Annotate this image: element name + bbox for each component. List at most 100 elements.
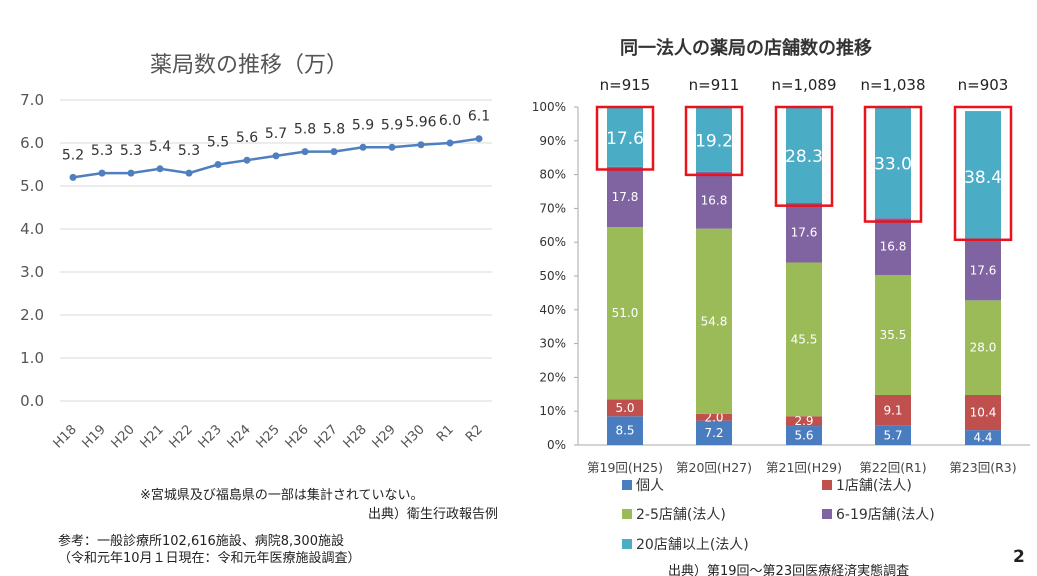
data-label: 6.1 xyxy=(468,109,490,125)
y-tick-label: 5.0 xyxy=(20,177,44,195)
y-tick-label: 2.0 xyxy=(20,306,44,324)
x-tick-label: H26 xyxy=(283,422,312,451)
reference-line-2: （令和元年10月１日現在：令和元年医療施設調査） xyxy=(58,551,361,566)
bar-value-label: 8.5 xyxy=(615,424,634,438)
bar-value-label: 17.6 xyxy=(606,129,644,149)
bar-segment xyxy=(696,228,732,414)
x-tick-label: 第19回(H25) xyxy=(587,460,663,475)
data-point xyxy=(272,152,280,160)
bar-value-label: 17.6 xyxy=(970,264,997,278)
bar-segment xyxy=(965,430,1001,445)
bar-value-label: 19.2 xyxy=(695,131,733,151)
legend-label: 1店舗(法人) xyxy=(836,478,912,494)
data-point xyxy=(243,156,251,164)
n-label: n=903 xyxy=(958,76,1009,94)
legend-label: 6-19店舗(法人) xyxy=(836,507,935,523)
n-label: n=1,089 xyxy=(771,76,836,94)
bar-value-label: 45.5 xyxy=(791,332,818,346)
legend-swatch xyxy=(622,480,632,490)
bar-value-label: 38.4 xyxy=(964,168,1002,188)
bar-segment xyxy=(965,240,1001,301)
y-tick-label: 100% xyxy=(532,100,566,114)
data-point xyxy=(330,148,338,156)
bar-segment xyxy=(875,106,911,219)
highlight-box xyxy=(774,105,834,207)
bar-value-label: 33.0 xyxy=(874,154,912,174)
n-label: n=915 xyxy=(600,76,651,94)
x-tick-label: H25 xyxy=(254,422,283,451)
n-label: n=911 xyxy=(689,76,740,94)
data-label: 5.7 xyxy=(265,126,287,142)
left-source: 出典）衛生行政報告例 xyxy=(368,507,499,522)
legend-swatch xyxy=(822,509,832,519)
data-label: 5.4 xyxy=(149,139,171,155)
bar-segment xyxy=(786,107,822,203)
data-point xyxy=(446,139,454,147)
y-tick-label: 50% xyxy=(539,269,566,283)
x-tick-label: H30 xyxy=(399,422,428,451)
data-point xyxy=(359,143,367,151)
data-label: 5.2 xyxy=(62,147,84,163)
bar-segment xyxy=(786,202,822,263)
bar-value-label: 4.4 xyxy=(973,431,992,445)
legend-swatch xyxy=(622,539,632,549)
data-label: 5.5 xyxy=(207,135,229,151)
data-label: 5.6 xyxy=(236,130,258,146)
highlight-box xyxy=(863,105,923,223)
bar-value-label: 28.0 xyxy=(970,341,997,355)
data-point xyxy=(185,169,193,177)
bar-value-label: 35.5 xyxy=(880,328,907,342)
bar-value-label: 17.8 xyxy=(612,190,639,204)
bar-value-label: 17.6 xyxy=(791,226,818,240)
data-label: 5.96 xyxy=(405,115,436,131)
data-label: 5.3 xyxy=(120,143,142,159)
bar-segment xyxy=(875,218,911,275)
bar-value-label: 28.3 xyxy=(785,147,823,167)
data-label: 5.8 xyxy=(294,122,316,138)
bar-segment xyxy=(696,171,732,229)
y-tick-label: 20% xyxy=(539,370,566,384)
data-label: 5.8 xyxy=(323,122,345,138)
y-tick-label: 4.0 xyxy=(20,220,44,238)
page-number: 2 xyxy=(1013,547,1025,567)
line-chart-title: 薬局数の推移（万） xyxy=(150,53,349,78)
bar-value-label: 7.2 xyxy=(704,426,723,440)
left-note: ※宮城県及び福島県の一部は集計されていない。 xyxy=(140,488,424,503)
bar-segment xyxy=(607,107,643,167)
bar-segment xyxy=(696,413,732,421)
legend-label: 個人 xyxy=(636,478,664,494)
x-tick-label: R2 xyxy=(463,422,486,445)
data-point xyxy=(301,148,309,156)
x-tick-label: R1 xyxy=(434,422,457,445)
y-tick-label: 60% xyxy=(539,235,566,249)
x-tick-label: 第21回(H29) xyxy=(766,460,842,475)
x-tick-label: H19 xyxy=(80,422,109,451)
data-point xyxy=(388,143,396,151)
bar-segment xyxy=(607,399,643,417)
y-tick-label: 30% xyxy=(539,337,566,351)
x-tick-label: 第20回(H27) xyxy=(676,460,752,475)
data-label: 6.0 xyxy=(439,113,461,129)
x-tick-label: 第22回(R1) xyxy=(859,460,926,475)
highlight-box xyxy=(595,105,655,171)
bar-value-label: 5.7 xyxy=(883,428,902,442)
n-label: n=1,038 xyxy=(860,76,925,94)
bar-segment xyxy=(875,394,911,426)
data-point xyxy=(214,161,222,168)
bar-value-label: 10.4 xyxy=(970,406,997,420)
y-tick-label: 6.0 xyxy=(20,134,44,152)
y-tick-label: 0.0 xyxy=(20,392,44,410)
reference-line-1: 参考：一般診療所102,616施設、病院8,300施設 xyxy=(58,534,344,549)
bar-segment xyxy=(786,426,822,445)
data-point xyxy=(417,141,425,149)
data-point xyxy=(69,173,77,181)
bar-segment xyxy=(607,416,643,445)
bar-segment xyxy=(607,226,643,400)
x-tick-label: 第23回(R3) xyxy=(949,460,1016,475)
legend-label: 20店舗以上(法人) xyxy=(636,537,749,553)
x-tick-label: H21 xyxy=(138,422,167,451)
bar-chart-title: 同一法人の薬局の店舗数の推移 xyxy=(620,38,872,59)
legend-label: 2-5店舗(法人) xyxy=(636,507,726,523)
